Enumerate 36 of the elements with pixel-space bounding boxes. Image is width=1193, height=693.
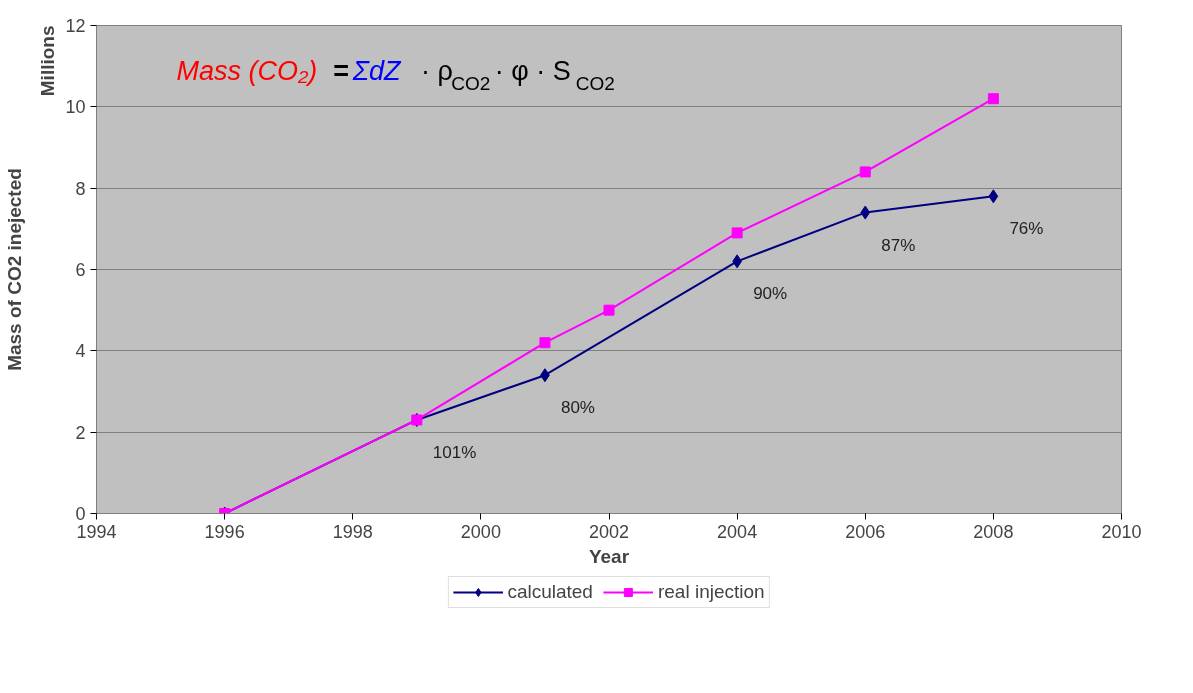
y-tick-label: 2 <box>75 422 86 443</box>
annotation: 80% <box>560 398 595 418</box>
legend-label: real injection <box>657 581 765 603</box>
text: Millions <box>36 25 58 97</box>
annotation: 87% <box>881 235 916 255</box>
point <box>859 166 871 178</box>
x-tick-label: 1998 <box>332 521 373 542</box>
annotation: Mass (CO₂) <box>176 55 318 86</box>
y-tick-label: 6 <box>75 260 86 280</box>
annotation: 90% <box>753 284 788 304</box>
x-tick-label: 2004 <box>717 521 758 542</box>
x-tick-label: 2006 <box>845 521 886 542</box>
annotation: 76% <box>1009 219 1044 239</box>
point <box>988 189 999 204</box>
x-tick-label: 2010 <box>1101 521 1142 542</box>
legend-label: calculated <box>507 581 593 603</box>
point <box>731 227 743 239</box>
x-tick-label: 2000 <box>460 521 501 542</box>
y-axis-title: Mass of CO2 inejected <box>3 168 25 371</box>
annotation: 101% <box>432 442 477 462</box>
point <box>860 205 871 220</box>
y-tick-label: 4 <box>75 341 86 362</box>
x-tick-label: 1996 <box>204 521 245 542</box>
annotation: ΣdZ <box>351 55 402 86</box>
y-tick-label: 12 <box>65 16 86 36</box>
x-tick-label: 1994 <box>76 521 117 542</box>
point <box>603 304 615 316</box>
x-axis-title: Year <box>588 545 630 567</box>
y-tick-label: 0 <box>75 504 86 524</box>
y-tick-label: 8 <box>75 178 86 199</box>
x-tick-label: 2002 <box>588 521 630 542</box>
point <box>539 337 551 349</box>
annotation: = <box>333 55 349 86</box>
y-tick-label: 10 <box>65 97 86 118</box>
point <box>987 93 999 105</box>
x-tick-label: 2008 <box>973 521 1014 542</box>
